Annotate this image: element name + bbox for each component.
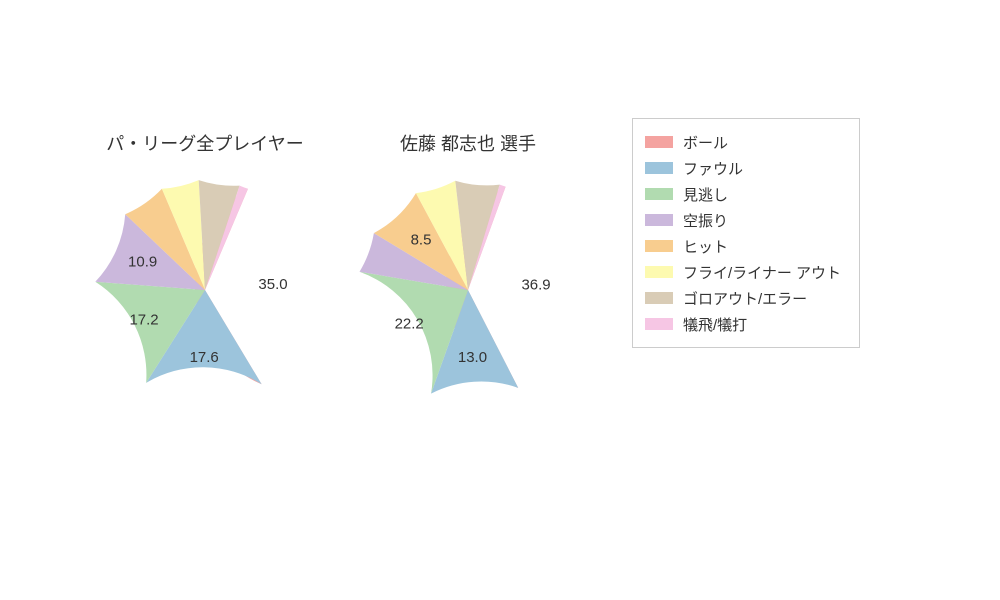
pie-player: 36.9 13.0 22.2 8.5 xyxy=(358,180,578,400)
legend-swatch-fly_out xyxy=(645,266,673,278)
legend-swatch-ground_out xyxy=(645,292,673,304)
slice-label-ball: 36.9 xyxy=(521,277,550,294)
chart-title-player: 佐藤 都志也 選手 xyxy=(338,130,598,156)
slice-label-ball: 35.0 xyxy=(258,276,287,293)
legend-item-ground_out: ゴロアウト/エラー xyxy=(645,285,841,311)
legend-item-swinging: 空振り xyxy=(645,207,841,233)
legend-label-ball: ボール xyxy=(683,132,728,153)
legend-item-hit: ヒット xyxy=(645,233,841,259)
legend-swatch-swinging xyxy=(645,214,673,226)
slice-label-swinging: 10.9 xyxy=(128,253,157,270)
legend-label-hit: ヒット xyxy=(683,236,728,257)
chart-stage: 35.0 17.6 17.2 10.9 パ・リーグ全プレイヤー 36.9 13.0 22.2 8… xyxy=(0,0,1000,600)
slice-label-foul: 13.0 xyxy=(458,349,487,366)
chart-title-league: パ・リーグ全プレイヤー xyxy=(75,130,335,156)
slice-label-foul: 17.6 xyxy=(190,349,219,366)
legend-label-foul: ファウル xyxy=(683,158,743,179)
slice-label-hit: 8.5 xyxy=(411,232,432,249)
legend-label-swinging: 空振り xyxy=(683,210,728,231)
legend-item-foul: ファウル xyxy=(645,155,841,181)
legend-label-ground_out: ゴロアウト/エラー xyxy=(683,288,807,309)
legend-swatch-ball xyxy=(645,136,673,148)
slice-ground_out xyxy=(199,180,240,290)
legend-swatch-sacrifice xyxy=(645,318,673,330)
slice-label-looking: 17.2 xyxy=(129,312,158,329)
legend-item-ball: ボール xyxy=(645,129,841,155)
legend-label-looking: 見逃し xyxy=(683,184,728,205)
legend-item-sacrifice: 犠飛/犠打 xyxy=(645,311,841,337)
legend-item-fly_out: フライ/ライナー アウト xyxy=(645,259,841,285)
legend-item-looking: 見逃し xyxy=(645,181,841,207)
legend: ボールファウル見逃し空振りヒットフライ/ライナー アウトゴロアウト/エラー犠飛/… xyxy=(632,118,860,348)
pie-league: 35.0 17.6 17.2 10.9 xyxy=(95,180,315,400)
legend-label-fly_out: フライ/ライナー アウト xyxy=(683,262,841,283)
slice-label-looking: 22.2 xyxy=(395,315,424,332)
legend-swatch-hit xyxy=(645,240,673,252)
legend-swatch-foul xyxy=(645,162,673,174)
legend-label-sacrifice: 犠飛/犠打 xyxy=(683,314,747,335)
legend-swatch-looking xyxy=(645,188,673,200)
